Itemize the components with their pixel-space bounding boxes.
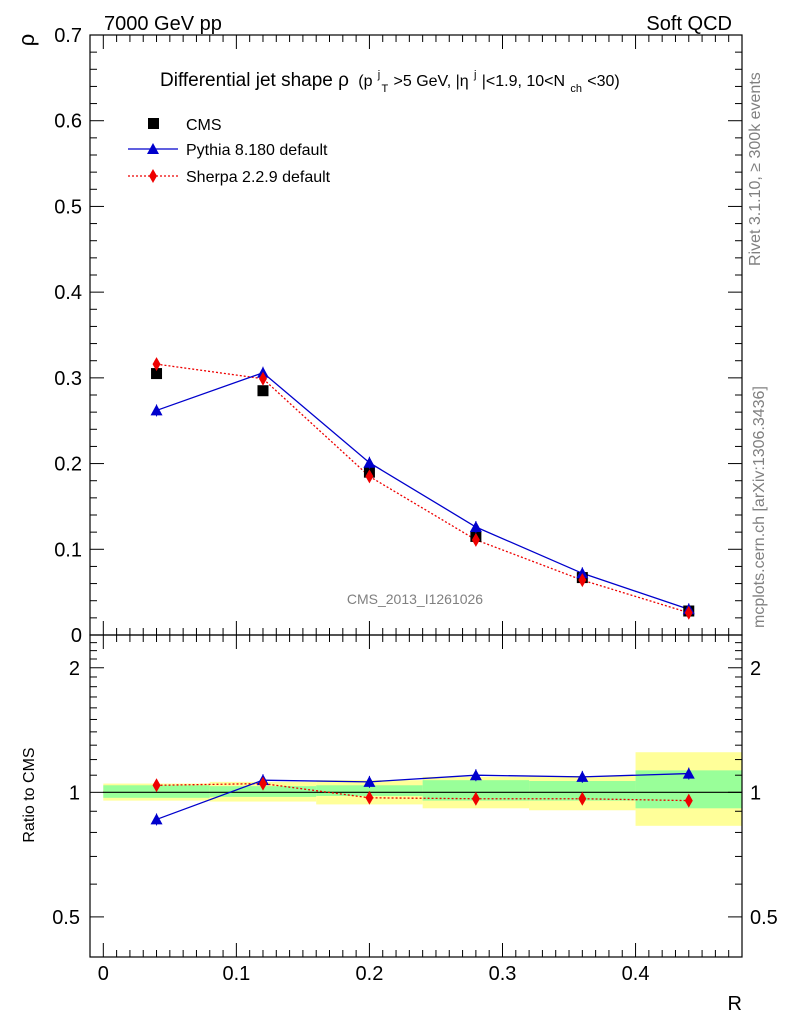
ratio-pythia-point xyxy=(150,813,163,825)
title-T: T xyxy=(382,83,389,95)
pythia-point xyxy=(469,521,482,532)
y-tick-label: 0.7 xyxy=(54,25,82,47)
ratio-pythia-point xyxy=(363,775,376,787)
title-ch: ch xyxy=(570,83,582,95)
ratio-tick-label: 1 xyxy=(69,782,80,804)
y-tick-label: 0.1 xyxy=(54,539,82,561)
x-tick-label: 0.4 xyxy=(622,963,650,985)
sherpa-line xyxy=(156,363,689,614)
ratio-sherpa-point xyxy=(152,778,161,793)
x-tick-label: 0 xyxy=(98,963,109,985)
pythia-line xyxy=(156,371,689,610)
y-tick-label: 0.6 xyxy=(54,111,82,133)
ratio-sherpa-point xyxy=(684,793,693,808)
ratio-band-stat xyxy=(316,785,423,796)
analysis-watermark: CMS_2013_I1261026 xyxy=(347,591,483,607)
sherpa-point xyxy=(578,573,587,588)
title-rho: ρ xyxy=(338,70,349,91)
x-tick-label: 0.3 xyxy=(489,963,517,985)
pythia-point xyxy=(363,456,376,468)
ratio-pythia-point xyxy=(469,769,482,781)
ratio-sherpa-point xyxy=(471,791,480,806)
legend-cms-label: CMS xyxy=(186,117,222,134)
y-axis-label: ρ xyxy=(14,34,39,47)
legend-sherpa-marker xyxy=(149,169,157,183)
title-main: Differential jet shape xyxy=(160,70,333,91)
rivet-label: Rivet 3.1.10, ≥ 300k events xyxy=(747,72,764,266)
ratio-sherpa-point xyxy=(258,776,267,791)
legend: CMS Pythia 8.180 default Sherpa 2.2.9 de… xyxy=(128,117,331,186)
sherpa-point xyxy=(471,532,480,547)
pythia-point xyxy=(150,404,163,416)
legend-sherpa-label: Sherpa 2.2.9 default xyxy=(186,169,331,186)
sherpa-point xyxy=(684,605,693,620)
title-j: j xyxy=(377,69,380,81)
sherpa-point xyxy=(365,469,374,484)
legend-pythia-marker xyxy=(147,143,159,154)
ratio-tick-label: 2 xyxy=(750,658,761,680)
title-open: (p xyxy=(358,73,372,90)
ratio-tick-label: 0.5 xyxy=(750,907,778,929)
mcplots-label: mcplots.cern.ch [arXiv:1306.3436] xyxy=(751,386,768,628)
cms-point xyxy=(257,385,269,397)
chart-title: Differential jet shape ρ (p j T >5 GeV, … xyxy=(160,62,620,97)
sherpa-point xyxy=(152,357,161,372)
ratio-tick-label: 2 xyxy=(69,658,80,680)
ratio-sherpa-point xyxy=(578,791,587,806)
ratio-band-stat xyxy=(422,780,530,801)
ratio-band-stat xyxy=(209,786,317,797)
sherpa-point xyxy=(258,371,267,386)
title-j2: j xyxy=(473,69,476,81)
ratio-axis-label: Ratio to CMS xyxy=(21,747,38,842)
legend-cms-marker xyxy=(148,118,159,129)
header-right: Soft QCD xyxy=(646,13,732,35)
header-left: 7000 GeV pp xyxy=(104,13,222,35)
title-close: <30) xyxy=(587,73,619,90)
ratio-sherpa-line xyxy=(156,782,689,802)
y-tick-label: 0.2 xyxy=(54,454,82,476)
x-axis-label: R xyxy=(728,993,742,1015)
ratio-plot-frame xyxy=(89,634,743,958)
ratio-pythia-point xyxy=(576,770,589,782)
y-tick-label: 0.3 xyxy=(54,368,82,390)
title-mid2: |<1.9, 10<N xyxy=(482,73,565,90)
ratio-tick-label: 1 xyxy=(750,782,761,804)
y-tick-label: 0.5 xyxy=(54,196,82,218)
plot-layer: 0 0.1 0.2 0.3 0.4 0 0.1 0.2 0.3 0.4 0.5 0.6 0.7 0.5 0.… xyxy=(52,25,778,985)
cms-point xyxy=(151,368,163,380)
pythia-point xyxy=(576,567,589,579)
legend-pythia-label: Pythia 8.180 default xyxy=(186,142,328,159)
ratio-pythia-line xyxy=(156,772,689,821)
ratio-sherpa-point xyxy=(365,790,374,805)
y-tick-label: 0.4 xyxy=(54,282,82,304)
x-tick-label: 0.2 xyxy=(356,963,384,985)
ratio-band-stat xyxy=(529,781,636,801)
title-mid1: >5 GeV, |η xyxy=(394,73,469,90)
y-tick-label: 0 xyxy=(71,625,82,647)
ratio-pythia-point xyxy=(682,767,695,779)
ratio-tick-label: 0.5 xyxy=(52,907,80,929)
x-tick-label: 0.1 xyxy=(222,963,250,985)
